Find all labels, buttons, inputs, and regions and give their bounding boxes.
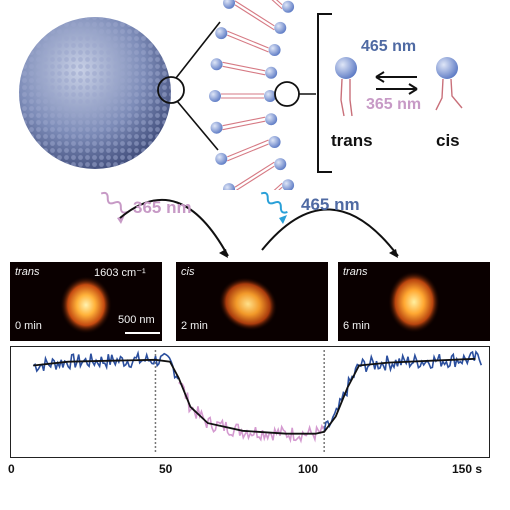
- raman-panel-1: trans 1603 cm⁻¹ 0 min 500 nm: [10, 262, 162, 341]
- lipid-tail: [222, 120, 266, 131]
- cis-label: cis: [436, 131, 460, 150]
- lipid-tail: [234, 0, 275, 27]
- lipid-tail: [227, 143, 269, 162]
- trans-molecule: [335, 57, 357, 117]
- raman-panel-3: trans 6 min: [338, 262, 490, 341]
- lipid-head: [264, 90, 276, 102]
- lipid-tail: [227, 30, 269, 49]
- lipid-head: [210, 58, 223, 71]
- panel-time: 2 min: [181, 320, 208, 332]
- raman-panel-2: cis 2 min: [176, 262, 328, 341]
- panel-state: trans: [15, 266, 40, 278]
- lipid-head: [282, 0, 295, 13]
- trace-segment-0: [32, 350, 179, 380]
- fit-line: [33, 357, 476, 435]
- intensity-trace-chart: [10, 346, 490, 458]
- trans-label: trans: [331, 131, 373, 150]
- panel-state: trans: [343, 266, 368, 278]
- lipid-head: [282, 179, 295, 190]
- lipid-tail: [273, 182, 283, 190]
- x-tick-150: 150 s: [452, 462, 483, 476]
- wavelength-465-label: 465 nm: [361, 38, 417, 55]
- x-tick-50: 50: [159, 462, 173, 476]
- lipid-tail: [222, 65, 266, 76]
- uv-label: 365 nm: [133, 198, 192, 217]
- vesicle-sphere: [19, 17, 171, 169]
- x-tick-100: 100: [298, 462, 319, 476]
- zoom-circle-2: [274, 81, 300, 107]
- blue-label: 465 nm: [301, 195, 360, 214]
- uv-light-icon: [100, 191, 128, 214]
- bilayer-membrane: [209, 0, 295, 190]
- lipid-head: [274, 158, 287, 171]
- lipid-head: [223, 0, 236, 9]
- panel-state: cis: [181, 266, 195, 278]
- lipid-tail: [234, 161, 275, 188]
- blue-light-icon: [260, 191, 288, 214]
- panel-time: 6 min: [343, 320, 370, 332]
- lipid-head: [268, 43, 281, 56]
- wavenumber-label: 1603 cm⁻¹: [94, 267, 146, 279]
- lipid-head: [223, 183, 236, 190]
- lipid-tail: [227, 139, 269, 158]
- lipid-head: [265, 66, 278, 79]
- lipid-head: [215, 27, 228, 40]
- lipid-head: [210, 121, 223, 134]
- lipid-tail: [222, 116, 266, 127]
- lipid-head: [209, 90, 221, 102]
- lipid-tail: [222, 61, 266, 72]
- trace-segment-1: [178, 381, 325, 444]
- schematic-graphic: [19, 0, 463, 190]
- lipid-head: [274, 21, 287, 34]
- panel-time: 0 min: [15, 320, 42, 332]
- equilibrium-arrows: [375, 71, 418, 95]
- cis-molecule: [435, 57, 463, 111]
- wavelength-365-label: 365 nm: [366, 96, 422, 113]
- lipid-tail: [227, 34, 269, 53]
- x-tick-0: 0: [8, 462, 15, 476]
- scale-bar-label: 500 nm: [118, 314, 155, 326]
- lipid-head: [215, 152, 228, 165]
- lipid-head: [268, 136, 281, 149]
- light-arrows: [100, 191, 399, 258]
- lipid-tail: [234, 4, 275, 31]
- zoom-circle: [157, 76, 185, 104]
- lipid-tail: [235, 165, 275, 190]
- lipid-tail: [271, 0, 283, 10]
- lipid-head: [265, 113, 278, 126]
